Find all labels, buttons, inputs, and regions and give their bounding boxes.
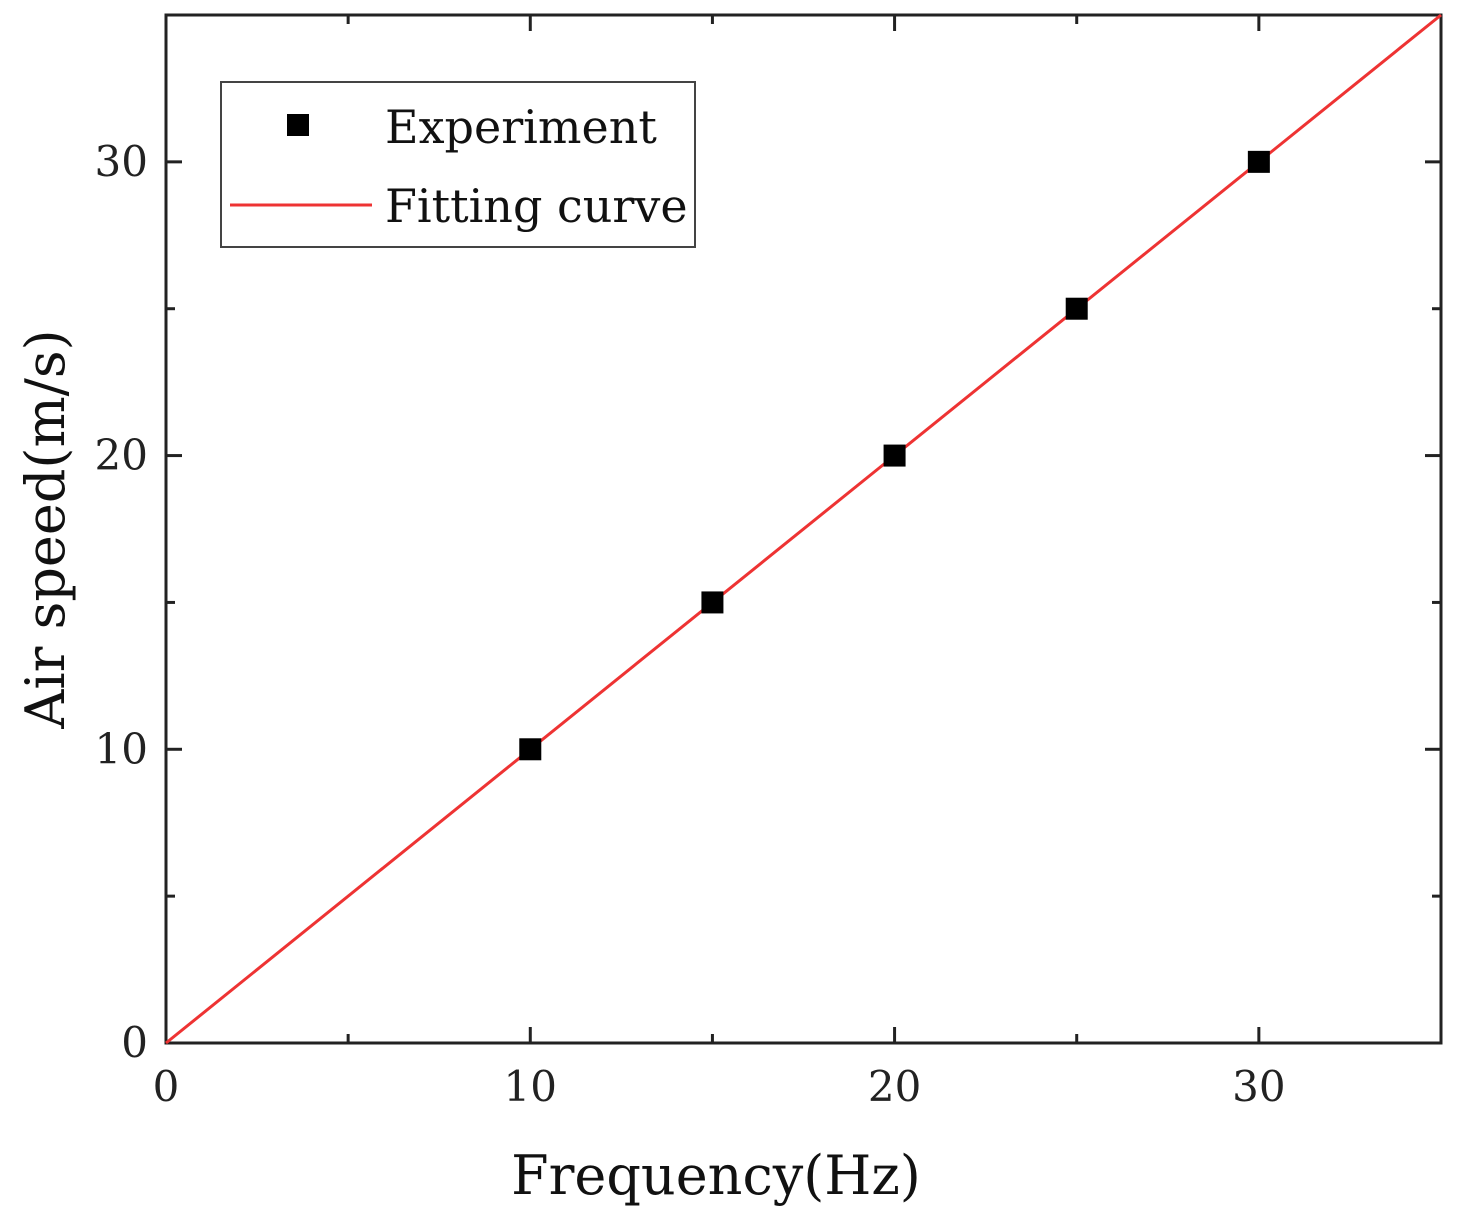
fitting-curve-layer: [165, 13, 1442, 1045]
experiment-point: [1247, 150, 1270, 173]
legend-box: [220, 81, 696, 248]
x-axis-title: Frequency(Hz): [511, 1144, 921, 1207]
y-tick-labels: 0 10 20 30: [95, 137, 148, 1067]
plot-frame: [164, 13, 1443, 1045]
y-tick-label: 10: [95, 724, 148, 773]
y-tick-label: 0: [121, 1018, 148, 1067]
experiment-point: [701, 591, 724, 614]
x-tick-label: 10: [504, 1062, 557, 1111]
x-tick-label: 30: [1232, 1062, 1285, 1111]
x-tick-label: 20: [868, 1062, 921, 1111]
y-axis-title: Air speed(m/s): [14, 329, 77, 729]
experiment-point: [519, 738, 542, 761]
y-tick-label: 20: [95, 431, 148, 480]
axis-ticks: [164, 15, 1443, 1045]
experiment-point: [1065, 297, 1088, 320]
fitting-curve-line: [165, 13, 1442, 1045]
legend: Experiment Fitting curve: [220, 81, 696, 248]
x-tick-labels: 0 10 20 30: [153, 1062, 1286, 1111]
x-tick-label: 0: [153, 1062, 180, 1111]
y-tick-label: 30: [95, 137, 148, 186]
legend-label-experiment: Experiment: [385, 100, 657, 154]
legend-marker-experiment: [287, 114, 309, 136]
legend-label-fitting-curve: Fitting curve: [385, 179, 688, 233]
experiment-point: [883, 444, 906, 467]
experiment-points-layer: [519, 150, 1270, 761]
